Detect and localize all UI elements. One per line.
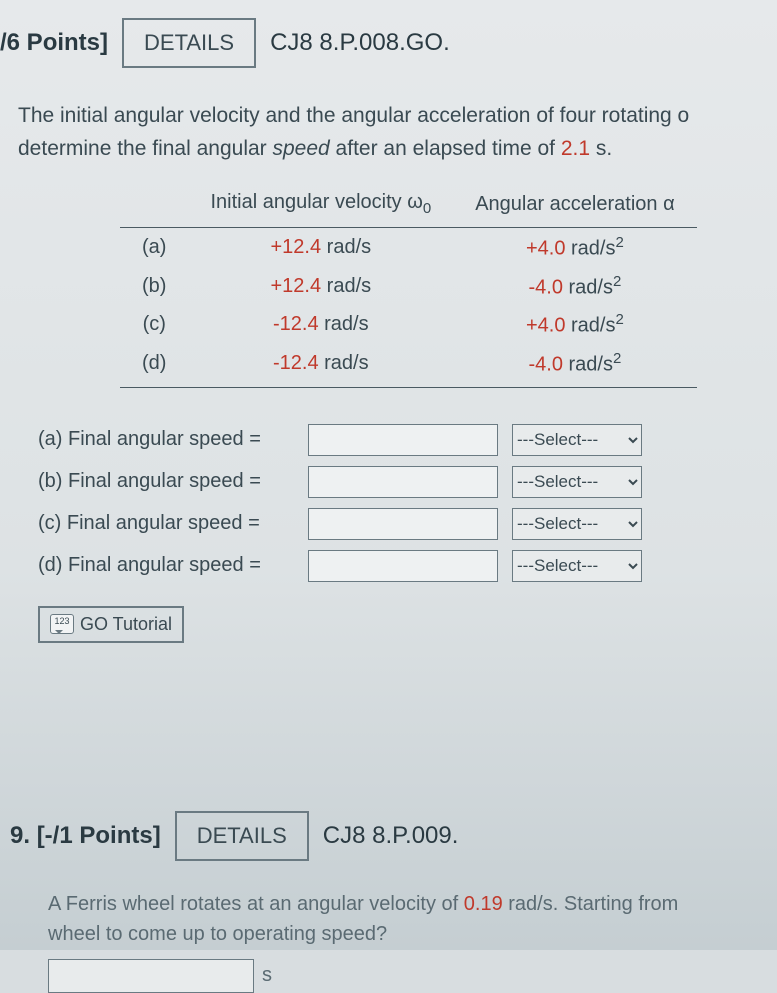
row-label: (c)	[120, 305, 188, 344]
unit-select-b[interactable]: ---Select---	[512, 466, 642, 498]
table-row: (a) +12.4 rad/s +4.0 rad/s2	[120, 228, 697, 267]
alpha-cell: -4.0 rad/s2	[453, 344, 696, 387]
question-code: CJ8 8.P.008.GO.	[270, 29, 450, 57]
answer-input-q2[interactable]	[48, 959, 254, 993]
answer-row: (b) Final angular speed = ---Select---	[38, 466, 777, 498]
answer-input-b[interactable]	[308, 466, 498, 498]
question-header: /6 Points] DETAILS CJ8 8.P.008.GO.	[0, 0, 777, 86]
tutorial-icon: 123	[50, 614, 74, 634]
alpha-cell: +4.0 rad/s2	[453, 305, 696, 344]
unit-select-d[interactable]: ---Select---	[512, 550, 642, 582]
answer-input-c[interactable]	[308, 508, 498, 540]
alpha-cell: +4.0 rad/s2	[453, 228, 696, 267]
col-header-alpha: Angular acceleration α	[453, 185, 696, 228]
unit-select-c[interactable]: ---Select---	[512, 508, 642, 540]
answer-row: (a) Final angular speed = ---Select---	[38, 424, 777, 456]
table-corner	[120, 185, 188, 228]
time-value: 2.1	[561, 137, 590, 160]
omega-cell: +12.4 rad/s	[188, 267, 453, 306]
answer-label: (a) Final angular speed =	[38, 428, 308, 451]
unit-label: s	[262, 964, 272, 987]
answer-row: s	[48, 959, 777, 993]
answer-label: (b) Final angular speed =	[38, 470, 308, 493]
row-label: (a)	[120, 228, 188, 267]
omega-cell: -12.4 rad/s	[188, 305, 453, 344]
time-unit: s.	[590, 137, 612, 160]
points-label: /6 Points]	[0, 29, 108, 57]
answer-row: (d) Final angular speed = ---Select---	[38, 550, 777, 582]
answer-label: (d) Final angular speed =	[38, 554, 308, 577]
answer-row: (c) Final angular speed = ---Select---	[38, 508, 777, 540]
go-tutorial-button[interactable]: 123 GO Tutorial	[38, 606, 184, 643]
prompt-line2a: determine the final angular	[18, 137, 273, 160]
unit-select-a[interactable]: ---Select---	[512, 424, 642, 456]
prompt-line1: The initial angular velocity and the ang…	[18, 104, 689, 127]
question-2: 9. [-/1 Points] DETAILS CJ8 8.P.009. A F…	[0, 793, 777, 993]
answers-block: (a) Final angular speed = ---Select--- (…	[38, 424, 777, 582]
question-code: CJ8 8.P.009.	[323, 822, 459, 850]
answer-label: (c) Final angular speed =	[38, 512, 308, 535]
tutorial-label: GO Tutorial	[80, 614, 172, 635]
omega-cell: +12.4 rad/s	[188, 228, 453, 267]
question-header: 9. [-/1 Points] DETAILS CJ8 8.P.009.	[10, 793, 777, 879]
row-label: (d)	[120, 344, 188, 387]
details-button[interactable]: DETAILS	[122, 18, 256, 68]
answer-input-a[interactable]	[308, 424, 498, 456]
problem-text: The initial angular velocity and the ang…	[0, 86, 777, 165]
data-table: Initial angular velocity ω0 Angular acce…	[120, 185, 697, 388]
problem-text: A Ferris wheel rotates at an angular vel…	[10, 879, 777, 949]
alpha-cell: -4.0 rad/s2	[453, 267, 696, 306]
table-row: (b) +12.4 rad/s -4.0 rad/s2	[120, 267, 697, 306]
prompt-line2b: after an elapsed time of	[330, 137, 561, 160]
prompt-em: speed	[273, 137, 330, 160]
omega-cell: -12.4 rad/s	[188, 344, 453, 387]
row-label: (b)	[120, 267, 188, 306]
answer-input-d[interactable]	[308, 550, 498, 582]
question-number: 9. [-/1 Points]	[10, 822, 161, 850]
table-row: (d) -12.4 rad/s -4.0 rad/s2	[120, 344, 697, 387]
table-row: (c) -12.4 rad/s +4.0 rad/s2	[120, 305, 697, 344]
col-header-omega: Initial angular velocity ω0	[188, 185, 453, 228]
details-button[interactable]: DETAILS	[175, 811, 309, 861]
